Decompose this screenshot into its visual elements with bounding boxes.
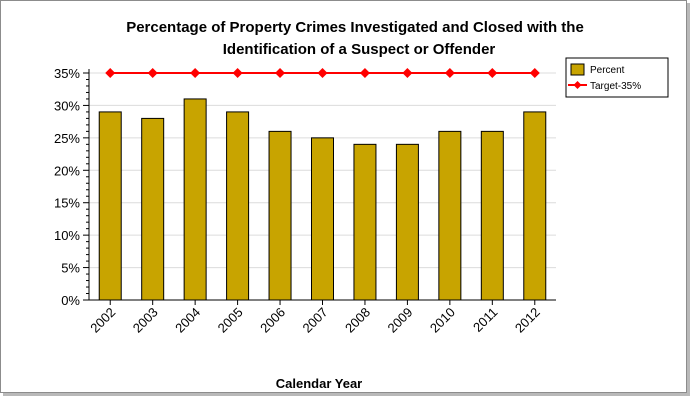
y-tick-label: 30% [54,98,80,113]
y-axis-ticks: 0% 5% 10% 15% 20% 25% 30% 35% [54,66,89,308]
chart-title-line-2: Identification of a Suspect or Offender [223,41,496,58]
target-marker-2008 [359,68,370,78]
x-tick-label: 2008 [342,305,373,336]
x-tick-label: 2007 [300,305,331,336]
y-tick-label: 10% [54,228,80,243]
target-marker-2002 [105,68,116,78]
x-axis-ticks: 2002 2003 2004 2005 2006 2007 2008 2009 2010 2011… [87,300,543,336]
target-marker-2010 [444,68,455,78]
target-marker-2003 [147,68,158,78]
bar-2003 [141,117,165,301]
x-tick-label: 2012 [512,305,543,336]
x-tick-label: 2009 [384,305,415,336]
bar-series [98,98,547,301]
x-tick-label: 2005 [215,305,246,336]
y-tick-label: 0% [61,293,80,308]
y-tick-label: 35% [54,66,80,81]
bar-2005 [226,111,250,301]
bar-2007 [311,137,334,301]
legend-swatch-target-marker [573,81,582,89]
chart-title-line-1: Percentage of Property Crimes Investigat… [126,19,584,36]
y-tick-label: 25% [54,131,80,146]
bar-2004 [183,98,207,301]
target-marker-2007 [317,68,328,78]
target-marker-2006 [275,68,286,78]
x-axis-label: Calendar Year [276,376,362,391]
bar-2006 [268,130,292,301]
bar-2011 [480,130,504,301]
x-tick-label: 2006 [257,305,288,336]
target-line-series [105,68,540,78]
bar-2012 [523,111,547,301]
x-tick-label: 2002 [87,305,118,336]
bar-2008 [353,143,377,301]
x-tick-label: 2004 [172,305,203,336]
x-tick-label: 2003 [130,305,161,336]
y-tick-label: 20% [54,163,80,178]
target-marker-2004 [190,68,201,78]
target-marker-2005 [232,68,243,78]
target-marker-2012 [529,68,540,78]
target-marker-2011 [487,68,498,78]
bar-2002 [98,111,122,301]
target-marker-2009 [402,68,413,78]
legend: Percent Target-35% [565,57,669,98]
bar-2009 [395,143,419,301]
x-tick-label: 2011 [470,305,500,335]
legend-swatch-percent [570,63,585,76]
y-tick-label: 15% [54,196,80,211]
y-tick-label: 5% [61,261,80,276]
legend-label-percent: Percent [590,65,625,76]
x-tick-label: 2010 [427,305,458,336]
bar-2010 [438,130,462,301]
legend-label-target: Target-35% [590,81,641,92]
